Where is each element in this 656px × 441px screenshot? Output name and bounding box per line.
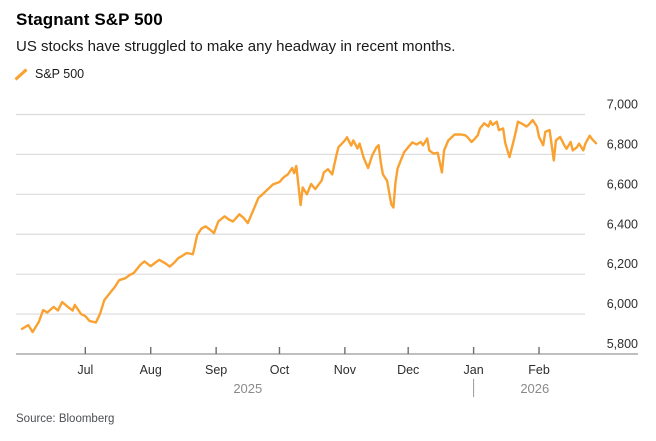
x-tick-label: Sep <box>205 363 227 377</box>
chart-legend: S&P 500 <box>14 66 84 82</box>
chart-subtitle: US stocks have struggled to make any hea… <box>16 38 456 55</box>
year-labels: 2025 2026 <box>233 381 549 396</box>
y-tick-label: 6,000 <box>607 297 638 311</box>
price-line <box>20 118 598 334</box>
y-tick-label: 6,800 <box>607 137 638 151</box>
legend-label: S&P 500 <box>35 67 85 81</box>
source-attribution: Source: Bloomberg <box>16 413 115 425</box>
x-tick-label: Nov <box>334 363 357 377</box>
legend-slash-icon <box>14 67 28 81</box>
x-tick-label: Jul <box>77 363 93 377</box>
y-tick-label: 5,800 <box>607 337 638 351</box>
year-label: 2025 <box>233 381 262 396</box>
page-title: Stagnant S&P 500 <box>16 10 163 29</box>
y-gridlines <box>16 113 585 315</box>
x-axis-ticks <box>84 347 540 354</box>
y-tick-label: 7,000 <box>607 98 638 112</box>
x-tick-label: Oct <box>270 363 290 377</box>
y-axis-labels: 7,000 6,800 6,600 6,400 6,200 6,000 5,800 <box>607 98 638 352</box>
y-tick-label: 6,400 <box>607 217 638 231</box>
x-tick-label: Aug <box>140 363 162 377</box>
y-tick-label: 6,600 <box>607 177 638 191</box>
x-axis-labels: Jul Aug Sep Oct Nov Dec Jan Feb <box>77 363 550 377</box>
sp500-chart: 7,000 6,800 6,600 6,400 6,200 6,000 5,800 Jul Au… <box>16 98 638 397</box>
y-tick-label: 6,200 <box>607 257 638 271</box>
x-tick-label: Feb <box>528 363 550 377</box>
x-tick-label: Dec <box>397 363 419 377</box>
year-label: 2026 <box>520 381 549 396</box>
x-tick-label: Jan <box>464 363 484 377</box>
